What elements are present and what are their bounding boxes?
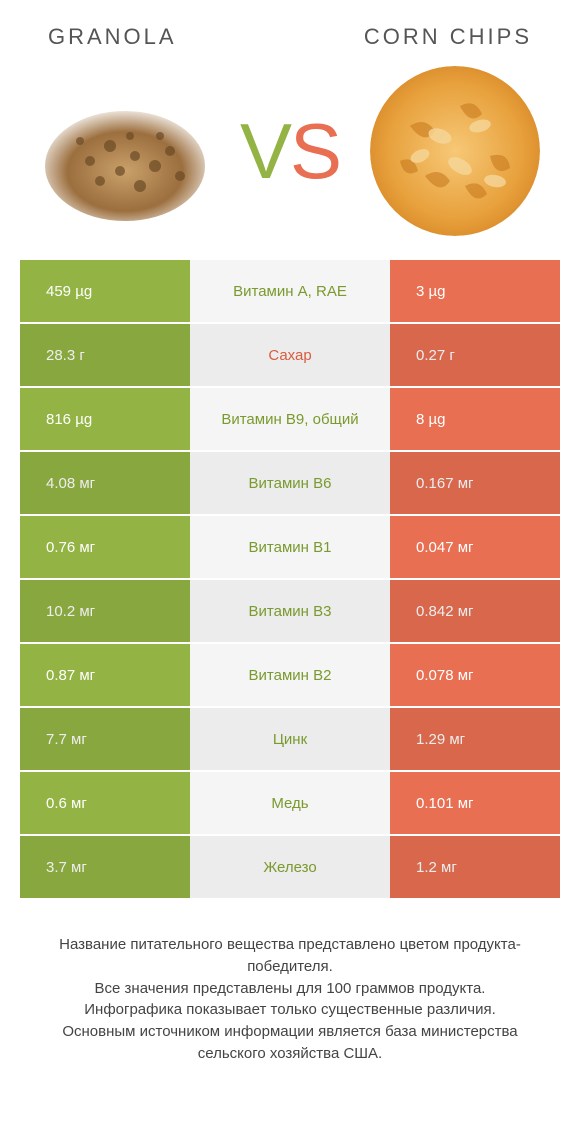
- value-left: 10.2 мг: [20, 580, 190, 642]
- table-row: 459 µgВитамин A, RAE3 µg: [20, 260, 560, 322]
- nutrient-label: Витамин B6: [190, 452, 390, 514]
- vs-label: VS: [240, 106, 340, 197]
- value-right: 8 µg: [390, 388, 560, 450]
- table-row: 3.7 мгЖелезо1.2 мг: [20, 836, 560, 898]
- value-right: 0.101 мг: [390, 772, 560, 834]
- value-right: 1.2 мг: [390, 836, 560, 898]
- nutrient-label: Медь: [190, 772, 390, 834]
- images-row: VS: [0, 58, 580, 260]
- vs-v: V: [240, 107, 290, 195]
- corn-chips-image: [370, 66, 540, 236]
- table-row: 10.2 мгВитамин B30.842 мг: [20, 580, 560, 642]
- granola-image: [40, 66, 210, 236]
- value-right: 0.167 мг: [390, 452, 560, 514]
- value-left: 816 µg: [20, 388, 190, 450]
- footer-line: Название питательного вещества представл…: [30, 934, 550, 978]
- value-right: 1.29 мг: [390, 708, 560, 770]
- footer-line: Основным источником информации является …: [30, 1021, 550, 1065]
- table-row: 7.7 мгЦинк1.29 мг: [20, 708, 560, 770]
- table-row: 28.3 гСахар0.27 г: [20, 324, 560, 386]
- nutrient-label: Витамин B2: [190, 644, 390, 706]
- nutrient-label: Витамин B1: [190, 516, 390, 578]
- footer-line: Все значения представлены для 100 граммо…: [30, 978, 550, 1000]
- value-right: 0.078 мг: [390, 644, 560, 706]
- value-left: 3.7 мг: [20, 836, 190, 898]
- right-product-title: CORN CHIPS: [364, 24, 532, 50]
- header: GRANOLA CORN CHIPS: [0, 0, 580, 58]
- comparison-table: 459 µgВитамин A, RAE3 µg28.3 гСахар0.27 …: [20, 260, 560, 900]
- value-left: 459 µg: [20, 260, 190, 322]
- table-row: 0.87 мгВитамин B20.078 мг: [20, 644, 560, 706]
- table-row: 816 µgВитамин B9, общий8 µg: [20, 388, 560, 450]
- value-right: 0.047 мг: [390, 516, 560, 578]
- value-left: 7.7 мг: [20, 708, 190, 770]
- nutrient-label: Витамин B9, общий: [190, 388, 390, 450]
- value-right: 0.27 г: [390, 324, 560, 386]
- nutrient-label: Цинк: [190, 708, 390, 770]
- vs-s: S: [290, 107, 340, 195]
- nutrient-label: Витамин A, RAE: [190, 260, 390, 322]
- footer-notes: Название питательного вещества представл…: [30, 934, 550, 1065]
- value-right: 0.842 мг: [390, 580, 560, 642]
- table-row: 0.76 мгВитамин B10.047 мг: [20, 516, 560, 578]
- value-left: 4.08 мг: [20, 452, 190, 514]
- nutrient-label: Сахар: [190, 324, 390, 386]
- value-left: 0.6 мг: [20, 772, 190, 834]
- table-row: 4.08 мгВитамин B60.167 мг: [20, 452, 560, 514]
- value-left: 0.87 мг: [20, 644, 190, 706]
- left-product-title: GRANOLA: [48, 24, 177, 50]
- value-right: 3 µg: [390, 260, 560, 322]
- footer-line: Инфографика показывает только существенн…: [30, 999, 550, 1021]
- nutrient-label: Железо: [190, 836, 390, 898]
- value-left: 28.3 г: [20, 324, 190, 386]
- value-left: 0.76 мг: [20, 516, 190, 578]
- table-row: 0.6 мгМедь0.101 мг: [20, 772, 560, 834]
- nutrient-label: Витамин B3: [190, 580, 390, 642]
